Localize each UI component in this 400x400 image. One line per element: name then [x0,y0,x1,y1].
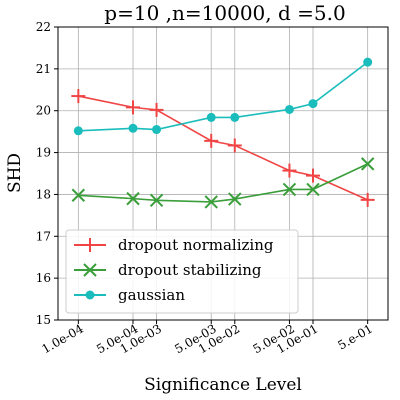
y-tick-label: 22 [36,20,51,34]
series-layer [71,57,375,209]
data-point [149,193,164,207]
y-tick-label: 17 [36,229,51,243]
legend-item: dropout normalizing [74,236,274,254]
x-tick-label: 5.e-01 [335,321,375,352]
chart-title: p=10 ,n=10000, d =5.0 [104,1,345,25]
data-point [227,138,242,153]
y-tick-label: 19 [36,146,51,160]
legend-label: gaussian [118,286,185,304]
series-plus [71,89,375,207]
data-point [282,182,297,197]
data-point [305,168,320,183]
y-tick-label: 20 [36,104,51,118]
data-point [306,182,320,197]
y-tick-label: 15 [36,313,51,327]
data-point [363,57,373,67]
data-point [149,102,164,117]
legend-label: dropout normalizing [118,236,274,254]
data-point [73,126,83,136]
data-point [228,192,242,206]
legend-box [65,229,299,314]
data-point [71,188,86,202]
series-x [71,157,375,209]
legend-marker [83,238,97,252]
legend-item: dropout stabilizing [74,261,262,279]
legend: dropout normalizing dropout stabilizing ga… [65,229,299,314]
data-point [128,123,138,133]
data-point [206,112,216,122]
series-line [78,61,369,132]
series-circle [73,57,373,136]
data-point [126,191,140,206]
x-axis-label: Significance Level [144,375,302,395]
y-tick-label: 21 [36,62,51,76]
data-point [71,89,86,104]
data-point [360,192,375,207]
y-tick-label: 18 [36,187,51,201]
data-point [282,163,297,178]
y-axis-label: SHD [5,153,25,193]
legend-marker [83,263,97,277]
series-line [78,163,369,203]
legend-item: gaussian [74,286,185,304]
data-point [230,112,240,122]
legend-marker [85,290,95,300]
data-point [126,100,141,115]
plot-area-frame [57,26,389,321]
y-tick-label: 16 [36,271,51,285]
data-point [284,104,294,114]
data-point [360,157,375,171]
data-point [152,125,162,135]
data-point [308,99,318,109]
legend-label: dropout stabilizing [118,261,262,279]
data-point [204,195,218,209]
data-point [204,133,219,148]
